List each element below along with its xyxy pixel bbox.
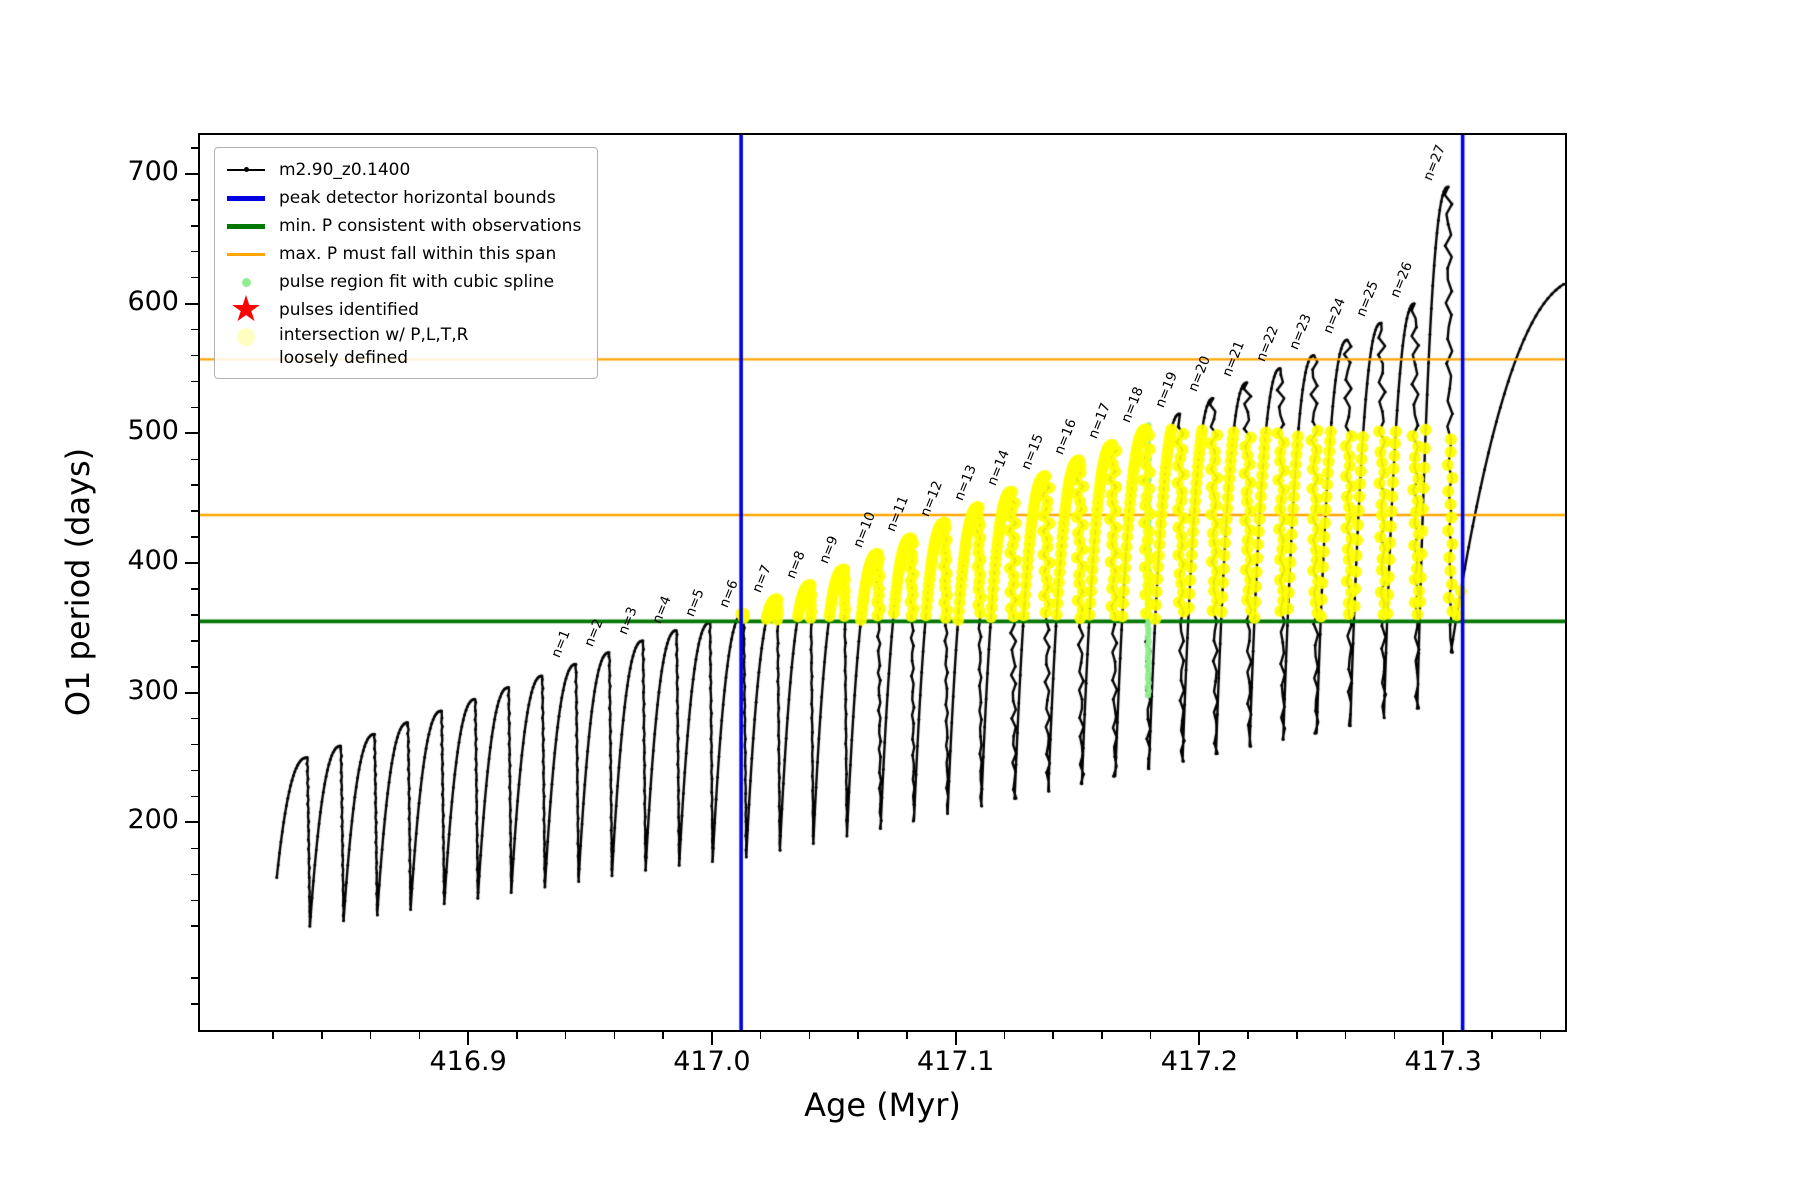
y-major-tick: [185, 172, 198, 175]
y-minor-tick: [191, 899, 198, 902]
x-major-tick: [954, 1032, 957, 1045]
x-minor-tick: [1539, 1032, 1542, 1039]
y-minor-tick: [191, 769, 198, 772]
green-line-marker: [223, 223, 269, 229]
x-minor-tick: [1101, 1032, 1103, 1039]
legend-label: m2.90_z0.1400: [279, 159, 411, 180]
y-major-tick: [185, 691, 198, 694]
yellow-dot-marker: [223, 328, 269, 346]
legend-label-line2: loosely defined: [279, 347, 409, 368]
y-minor-tick: [191, 1003, 198, 1005]
y-minor-tick: [191, 328, 198, 331]
y-minor-tick: [191, 484, 198, 486]
legend-item-max-p: max. P must fall within this span: [223, 240, 581, 268]
lightgreen-dot-marker: [223, 277, 269, 287]
y-minor-tick: [191, 977, 198, 979]
legend-label: peak detector horizontal bounds: [279, 187, 556, 208]
y-minor-tick: [191, 666, 198, 668]
red-star-icon: ★: [229, 289, 263, 330]
x-minor-tick: [906, 1032, 908, 1039]
y-minor-tick: [191, 717, 198, 720]
y-minor-tick: [191, 614, 198, 616]
legend-item-intersection: intersection w/ P,L,T,R loosely defined: [223, 324, 581, 370]
legend-label: intersection w/ P,L,T,R loosely defined: [279, 324, 468, 370]
y-minor-tick: [191, 925, 198, 927]
x-minor-tick: [613, 1032, 616, 1039]
y-tick-label: 300: [127, 674, 179, 706]
y-major-tick: [185, 432, 198, 435]
y-minor-tick: [191, 147, 198, 149]
x-major-tick: [1442, 1032, 1445, 1045]
legend-item-pulses-identified: ★ pulses identified: [223, 289, 581, 330]
legend-item-spline-fit: pulse region fit with cubic spline: [223, 268, 581, 296]
x-minor-tick: [369, 1032, 372, 1039]
y-tick-label: 400: [127, 545, 179, 577]
x-minor-tick: [516, 1032, 518, 1039]
x-minor-tick: [1003, 1032, 1006, 1039]
x-minor-tick: [418, 1032, 421, 1039]
legend-label: pulses identified: [279, 299, 419, 320]
x-tick-label: 417.2: [1160, 1046, 1239, 1077]
x-minor-tick: [564, 1032, 567, 1039]
y-major-tick: [185, 302, 198, 305]
x-major-tick: [467, 1032, 470, 1045]
y-minor-tick: [191, 276, 198, 279]
x-tick-label: 417.0: [673, 1046, 751, 1077]
x-minor-tick: [1149, 1032, 1152, 1039]
orange-line-marker: [223, 252, 269, 256]
x-tick-label: 416.9: [429, 1046, 507, 1077]
x-minor-tick: [1491, 1032, 1493, 1039]
y-minor-tick: [191, 847, 198, 850]
legend-item-min-p: min. P consistent with observations: [223, 212, 581, 240]
blue-line-marker: [223, 195, 269, 201]
x-minor-tick: [808, 1032, 811, 1039]
x-minor-tick: [662, 1032, 664, 1039]
y-major-tick: [185, 821, 198, 824]
x-major-tick: [1198, 1032, 1201, 1045]
y-minor-tick: [191, 225, 198, 227]
y-tick-label: 200: [127, 804, 179, 836]
y-minor-tick: [191, 795, 198, 798]
y-axis-title: O1 period (days): [59, 447, 97, 717]
x-minor-tick: [1393, 1032, 1396, 1039]
y-minor-tick: [191, 510, 198, 512]
y-tick-label: 500: [127, 415, 179, 447]
y-minor-tick: [191, 588, 198, 590]
legend-item-peak-detector-bounds: peak detector horizontal bounds: [223, 184, 581, 212]
legend-label-line1: intersection w/ P,L,T,R: [279, 325, 469, 345]
x-minor-tick: [1247, 1032, 1249, 1039]
x-minor-tick: [1296, 1032, 1298, 1039]
y-minor-tick: [191, 380, 198, 383]
y-minor-tick: [191, 199, 198, 201]
x-minor-tick: [272, 1032, 274, 1039]
y-minor-tick: [191, 640, 198, 642]
legend-label: min. P consistent with observations: [279, 215, 582, 236]
x-minor-tick: [759, 1032, 762, 1039]
x-major-tick: [710, 1032, 713, 1045]
y-tick-label: 600: [127, 285, 179, 317]
y-minor-tick: [191, 406, 198, 409]
legend-label: max. P must fall within this span: [279, 243, 557, 264]
y-tick-label: 700: [127, 155, 179, 187]
x-minor-tick: [1344, 1032, 1347, 1039]
series-line-dot-marker: [223, 167, 269, 173]
legend-label: pulse region fit with cubic spline: [279, 271, 555, 292]
y-minor-tick: [191, 458, 198, 461]
x-minor-tick: [857, 1032, 859, 1039]
y-minor-tick: [191, 873, 198, 876]
x-axis-title: Age (Myr): [804, 1086, 961, 1124]
x-minor-tick: [1052, 1032, 1054, 1039]
legend: m2.90_z0.1400 peak detector horizontal b…: [214, 147, 599, 379]
x-tick-label: 417.3: [1404, 1046, 1482, 1077]
y-minor-tick: [191, 536, 198, 538]
y-minor-tick: [191, 743, 198, 746]
x-minor-tick: [321, 1032, 323, 1039]
x-tick-label: 417.1: [916, 1046, 995, 1077]
y-major-tick: [185, 562, 198, 565]
y-minor-tick: [191, 250, 198, 253]
legend-item-series: m2.90_z0.1400: [223, 156, 581, 184]
y-minor-tick: [191, 354, 198, 357]
